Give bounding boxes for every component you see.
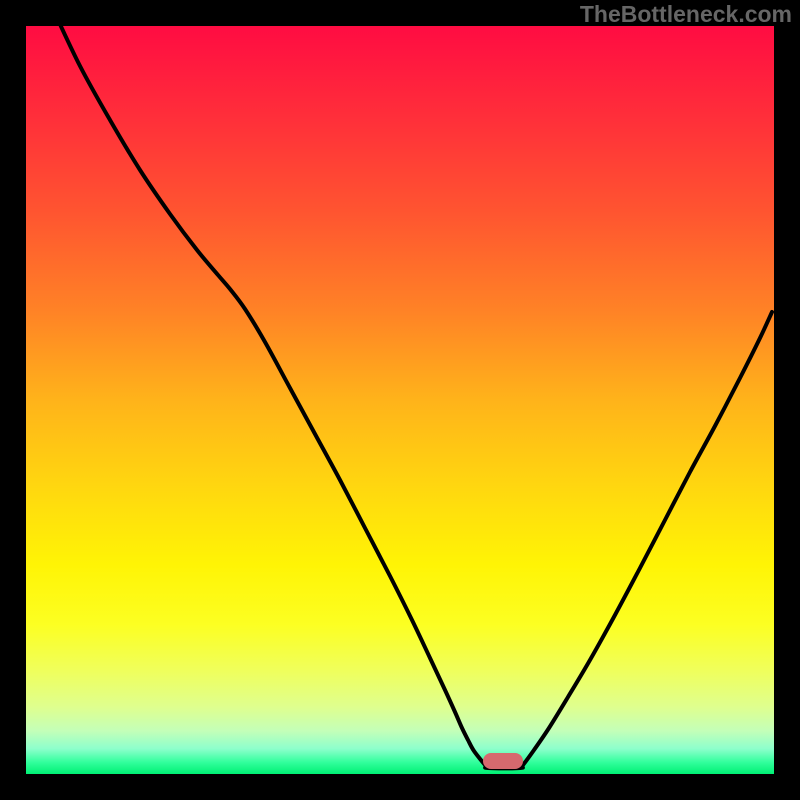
chart-svg: TheBottleneck.com bbox=[0, 0, 800, 800]
gradient-background bbox=[26, 26, 774, 774]
bottleneck-chart: TheBottleneck.com bbox=[0, 0, 800, 800]
watermark: TheBottleneck.com bbox=[580, 1, 792, 27]
min-marker bbox=[483, 753, 523, 769]
